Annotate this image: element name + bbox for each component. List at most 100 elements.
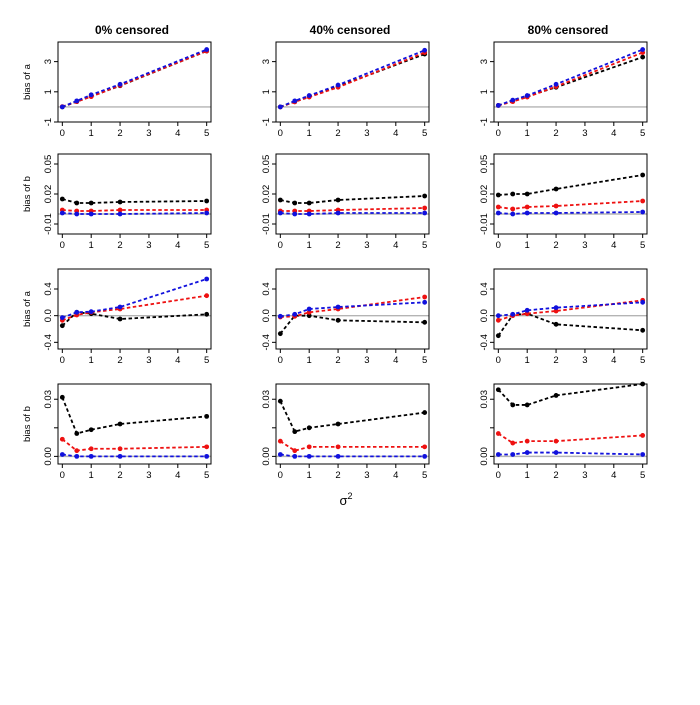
x-tick-label: 3 [582, 240, 587, 251]
x-tick-label: 5 [640, 470, 645, 481]
data-point-blue [335, 304, 341, 310]
data-point-black [640, 54, 646, 60]
data-point-blue [292, 211, 298, 217]
x-tick-label: 2 [335, 128, 340, 139]
x-tick-label: 4 [175, 240, 180, 251]
data-point-black [553, 393, 559, 398]
data-point-blue [277, 104, 283, 110]
y-tick-label: 0.03 [479, 390, 490, 409]
data-point-black [88, 200, 94, 206]
data-point-red [204, 444, 210, 450]
data-point-blue [422, 47, 428, 53]
data-point-blue [510, 452, 516, 457]
series-line-black [61, 396, 207, 435]
data-point-blue [88, 453, 94, 459]
data-point-red [553, 203, 559, 209]
data-point-black [306, 425, 312, 431]
x-tick-label: 2 [117, 355, 122, 366]
plot-frame [493, 268, 648, 350]
x-tick-label: 1 [525, 355, 530, 366]
data-point-blue [335, 453, 341, 459]
data-point-blue [74, 309, 80, 315]
series-line-black [61, 311, 207, 327]
data-point-blue [74, 98, 80, 104]
data-point-red [553, 308, 559, 314]
x-tick-label: 3 [582, 470, 587, 481]
x-tick-label: 0 [60, 240, 65, 251]
data-point-blue [74, 453, 80, 459]
data-point-blue [204, 453, 210, 459]
x-tick-label: 2 [553, 355, 558, 366]
data-point-black [88, 427, 94, 433]
panel-r1-c2: 0 1 2 3 4 5 -1 1 3 [261, 41, 430, 139]
y-tick-label: 0.03 [261, 390, 272, 409]
data-point-blue [553, 305, 559, 311]
data-point-blue [59, 452, 65, 457]
x-tick-label: 0 [496, 128, 501, 139]
x-tick-label: 2 [117, 240, 122, 251]
x-tick-label: 0 [496, 355, 501, 366]
panel-r2-c2: 0 1 2 3 4 5 -0.01 0.02 0.05 [261, 153, 430, 251]
data-point-black [553, 186, 559, 192]
x-tick-label: 5 [422, 470, 427, 481]
panel-r4-c1: 0 1 2 3 4 5 0.00 0.03 bias of b [22, 383, 212, 481]
data-point-blue [306, 93, 312, 98]
x-tick-label: 0 [60, 470, 65, 481]
x-tick-label: 4 [611, 240, 616, 251]
x-tick-label: 4 [393, 128, 398, 139]
x-tick-label: 2 [117, 470, 122, 481]
y-tick-label: -1 [261, 118, 272, 126]
x-tick-label: 0 [496, 240, 501, 251]
x-tick-label: 2 [335, 355, 340, 366]
series-line-red [280, 207, 425, 212]
data-point-red [422, 205, 428, 211]
y-tick-label: 0.03 [43, 390, 54, 409]
data-point-red [495, 317, 501, 323]
data-point-blue [422, 299, 428, 305]
x-tick-label: 2 [553, 240, 558, 251]
data-point-blue [510, 311, 516, 317]
data-point-black [117, 421, 123, 427]
x-tick-label: 3 [146, 240, 151, 251]
data-point-red [510, 206, 516, 212]
y-axis-label: bias of a [22, 290, 33, 327]
x-tick-label: 3 [364, 240, 369, 251]
data-point-black [204, 311, 210, 317]
data-point-black [640, 172, 646, 178]
x-tick-label: 3 [582, 128, 587, 139]
data-point-black [495, 387, 501, 393]
data-point-black [422, 410, 428, 415]
data-point-blue [277, 313, 283, 319]
data-point-black [640, 327, 646, 333]
x-tick-label: 5 [422, 240, 427, 251]
x-tick-label: 4 [611, 470, 616, 481]
data-point-black [292, 200, 298, 206]
column-title-2: 40% censored [310, 23, 391, 37]
panel-r3-c2: 0 1 2 3 4 5 -0.4 0.0 0.4 [261, 268, 430, 366]
data-point-red [59, 436, 65, 442]
x-tick-label: 4 [393, 470, 398, 481]
data-point-black [495, 333, 501, 339]
panel-r3-c3: 0 1 2 3 4 5 -0.4 0.0 0.4 [479, 268, 648, 366]
series-line-black [498, 174, 643, 196]
data-point-black [117, 316, 123, 322]
data-point-blue [59, 315, 65, 321]
plot-frame [57, 268, 212, 350]
y-tick-label: 0.4 [261, 282, 272, 295]
panel-r4-c3: 0 1 2 3 4 5 0.00 0.03 [479, 381, 648, 481]
y-tick-label: 0.0 [479, 309, 490, 322]
data-point-blue [422, 453, 428, 459]
data-point-blue [117, 81, 123, 87]
x-tick-label: 5 [640, 128, 645, 139]
data-point-blue [59, 104, 65, 110]
plot-frame [275, 268, 430, 350]
series-line-blue [498, 211, 643, 215]
data-point-blue [292, 453, 298, 459]
data-point-blue [524, 307, 530, 313]
data-point-red [306, 309, 312, 315]
data-point-black [277, 398, 283, 404]
data-point-black [117, 199, 123, 205]
data-point-blue [524, 210, 530, 216]
